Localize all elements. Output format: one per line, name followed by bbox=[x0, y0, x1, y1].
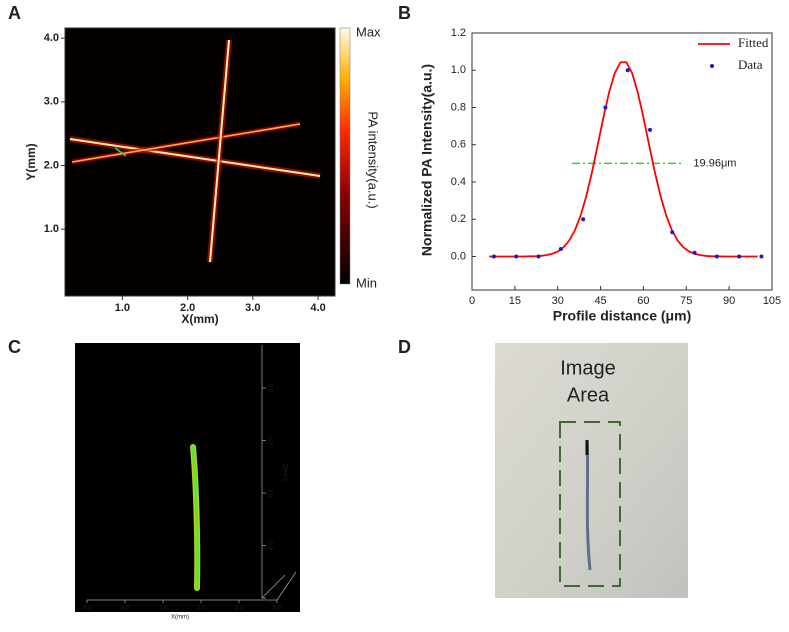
x-tick-label: 105 bbox=[763, 295, 781, 307]
y-axis-label: Normalized PA Intensity(a.u.) bbox=[419, 64, 435, 256]
z-tick-label: 1.5 bbox=[266, 436, 272, 445]
heatmap-lines bbox=[69, 39, 321, 263]
colorbar-label: PA intensity(a.u.) bbox=[366, 111, 381, 208]
data-point bbox=[737, 254, 742, 259]
heatmap-image bbox=[65, 28, 335, 296]
y-tick-label: 0.6 bbox=[451, 139, 466, 151]
z-tick-label: 0.5 bbox=[266, 541, 272, 550]
box-corner bbox=[261, 571, 297, 601]
x-tick-label: 3.0 bbox=[245, 302, 260, 314]
x-tick-label: 4.0 bbox=[235, 606, 244, 612]
x-tick-label: 2.0 bbox=[159, 606, 168, 612]
data-point bbox=[581, 217, 586, 222]
colorbar bbox=[339, 27, 351, 285]
data-point bbox=[514, 254, 519, 259]
panel-letter: B bbox=[398, 3, 411, 23]
render-vessel-core bbox=[191, 445, 199, 590]
fwhm-label: 19.96μm bbox=[693, 157, 736, 169]
data-point bbox=[670, 230, 675, 235]
data-point bbox=[536, 254, 541, 259]
x-tick-label: 3.0 bbox=[197, 606, 206, 612]
data-point bbox=[492, 254, 496, 259]
photo-image bbox=[495, 343, 688, 598]
x-axis-label: X(mm) bbox=[171, 615, 189, 621]
render-image bbox=[75, 343, 300, 612]
data-point bbox=[558, 247, 563, 252]
y-tick-label: 3.0 bbox=[44, 96, 59, 108]
z-tick-label: 1.0 bbox=[266, 489, 272, 498]
z-tick-label: 2.0 bbox=[266, 384, 272, 393]
z-tick-label: 0.0 bbox=[266, 594, 272, 603]
y-tick-label: 1.0 bbox=[451, 64, 466, 76]
data-point bbox=[714, 254, 719, 259]
fitted-line bbox=[489, 61, 758, 258]
image-area-label: Image bbox=[560, 357, 616, 379]
z-axis-label: Z(mm) bbox=[281, 463, 287, 481]
colorbar-min: Min bbox=[356, 275, 377, 290]
x-tick-label: 5.0 bbox=[273, 606, 282, 612]
colorbar-max: Max bbox=[356, 24, 381, 39]
y-tick-label: 1.0 bbox=[44, 223, 59, 235]
y-tick-label: 1.2 bbox=[451, 27, 466, 39]
x-axis-label: Profile distance (μm) bbox=[553, 308, 691, 324]
legend-label: Data bbox=[738, 57, 763, 72]
x-tick-label: 60 bbox=[637, 295, 649, 307]
data-point bbox=[648, 127, 652, 132]
data-point bbox=[692, 250, 697, 255]
x-tick-label: 0.0 bbox=[83, 606, 92, 612]
y-tick-label: 0.0 bbox=[451, 250, 466, 262]
panel-letter: C bbox=[8, 337, 21, 357]
y-tick-label: 0.8 bbox=[451, 101, 466, 113]
x-tick-label: 45 bbox=[594, 295, 606, 307]
data-point bbox=[759, 254, 764, 259]
y-tick-label: 2.0 bbox=[44, 159, 59, 171]
x-tick-label: 0 bbox=[469, 295, 475, 307]
plot-frame bbox=[471, 32, 773, 291]
image-area-box bbox=[559, 421, 621, 587]
panel-letter: A bbox=[8, 3, 21, 23]
x-tick-label: 4.0 bbox=[310, 302, 325, 314]
x-tick-label: 75 bbox=[680, 295, 692, 307]
y-tick-label: 4.0 bbox=[44, 32, 59, 44]
legend-swatch bbox=[710, 64, 714, 68]
x-tick-label: 15 bbox=[509, 295, 521, 307]
data-point bbox=[603, 105, 608, 110]
x-tick-label: 90 bbox=[723, 295, 735, 307]
legend-label: Fitted bbox=[738, 35, 769, 50]
plot-frame bbox=[64, 27, 336, 297]
x-tick-label: 30 bbox=[552, 295, 564, 307]
panel-letter: D bbox=[398, 337, 411, 357]
y-axis-label: Y(mm) bbox=[24, 143, 38, 180]
data-point bbox=[625, 68, 630, 73]
y-tick-label: 0.2 bbox=[451, 213, 466, 225]
x-tick-label: 1.0 bbox=[115, 302, 130, 314]
x-axis-label: X(mm) bbox=[181, 312, 218, 326]
image-area-label: Area bbox=[567, 384, 610, 406]
x-tick-label: 1.0 bbox=[121, 606, 130, 612]
y-tick-label: 0.4 bbox=[451, 176, 466, 188]
x-tick-label: 2.0 bbox=[180, 302, 195, 314]
